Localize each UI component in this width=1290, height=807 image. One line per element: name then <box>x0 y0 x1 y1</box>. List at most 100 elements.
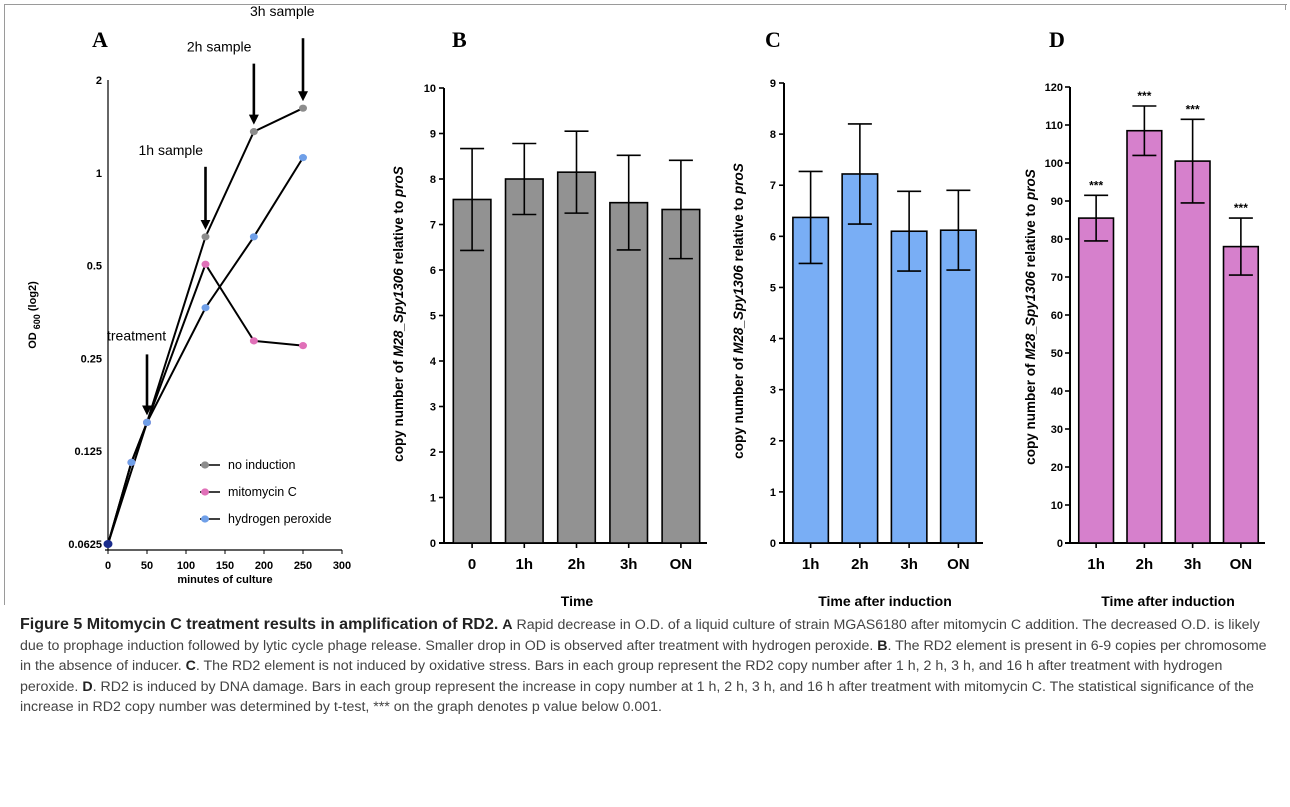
caption-text-b: . The RD2 element is present in 6-9 copi… <box>20 637 1267 675</box>
a-data-point <box>249 337 258 345</box>
d-x-tick-label: 1h <box>1087 556 1105 573</box>
a-annotation-label: 2h sample <box>187 39 252 55</box>
a-data-point <box>143 418 151 427</box>
d-x-tick-label: 3h <box>1184 556 1202 573</box>
a-legend-marker <box>201 488 209 496</box>
b-y-tick-label: 3 <box>430 402 436 414</box>
c-bar <box>841 173 879 544</box>
b-bar <box>609 201 649 544</box>
b-y-tick-label: 8 <box>430 174 436 186</box>
a-data-point <box>249 233 258 241</box>
caption-key-c: C <box>185 658 196 675</box>
d-y-tick-label: 100 <box>1045 158 1063 170</box>
a-legend-marker <box>201 515 209 523</box>
d-x-tick-label: 2h <box>1136 556 1154 573</box>
b-y-tick-label: 9 <box>430 129 436 141</box>
a-data-point <box>299 342 307 350</box>
a-data-point <box>201 304 210 312</box>
caption-key-b: B <box>877 637 888 654</box>
c-x-tick-label: 3h <box>900 556 918 573</box>
c-y-tick-label: 5 <box>770 282 776 294</box>
a-x-tick-label: 250 <box>294 560 312 572</box>
d-bar <box>1126 129 1163 544</box>
c-x-axis-title: Time after induction <box>818 593 952 607</box>
b-y-tick-label: 0 <box>430 538 436 550</box>
a-y-tick-label: 0.5 <box>87 261 102 273</box>
a-legend-label: no induction <box>228 458 295 472</box>
caption-key-d: D <box>82 678 93 695</box>
d-y-tick-label: 90 <box>1051 196 1063 208</box>
d-significance-stars: *** <box>1234 201 1248 215</box>
c-y-axis-title: copy number of M28_Spy1306 relative to p… <box>731 163 746 459</box>
b-bar <box>661 208 701 544</box>
d-y-tick-label: 10 <box>1051 500 1063 512</box>
d-y-tick-label: 80 <box>1051 234 1063 246</box>
caption-key-a: A <box>502 617 513 633</box>
a-x-tick-label: 0 <box>105 560 111 572</box>
d-significance-stars: *** <box>1186 102 1200 116</box>
a-x-tick-label: 300 <box>333 560 351 572</box>
figure-frame-right-edge <box>1285 4 1286 10</box>
a-data-point <box>249 128 258 136</box>
caption-label: Figure 5 <box>20 616 83 633</box>
c-bar <box>939 229 977 544</box>
d-y-tick-label: 70 <box>1051 272 1063 284</box>
d-significance-stars: *** <box>1137 89 1151 103</box>
a-y-tick-label: 0.125 <box>74 446 102 458</box>
a-annotation-label: 3h sample <box>250 3 315 19</box>
c-x-tick-label: 1h <box>802 556 820 573</box>
a-data-point <box>299 154 307 162</box>
b-x-tick-label: 0 <box>468 556 476 573</box>
b-y-tick-label: 6 <box>430 265 436 277</box>
a-annotation-label: treatment <box>107 327 166 343</box>
caption-text-a: Rapid decrease in O.D. of a liquid cultu… <box>20 617 1260 654</box>
d-y-tick-label: 110 <box>1045 120 1063 132</box>
d-y-tick-label: 40 <box>1051 386 1063 398</box>
a-origin-point <box>103 540 113 548</box>
a-y-tick-label: 0.0625 <box>68 539 102 551</box>
c-x-tick-label: 2h <box>851 556 869 573</box>
d-y-tick-label: 20 <box>1051 462 1063 474</box>
a-y-axis-title: OD 600 (log2) <box>27 281 42 349</box>
caption-heading: Figure 5 Mitomycin C treatment results i… <box>20 616 499 633</box>
b-x-axis-title: Time <box>561 593 594 607</box>
c-bar <box>792 216 830 544</box>
a-x-tick-label: 150 <box>216 560 234 572</box>
a-legend-label: hydrogen peroxide <box>228 512 332 526</box>
c-y-tick-label: 9 <box>770 78 776 90</box>
a-x-tick-label: 200 <box>255 560 273 572</box>
d-y-axis-title: copy number of M28_Spy1306 relative to p… <box>1023 169 1038 465</box>
a-data-point <box>201 233 210 241</box>
b-y-axis-title: copy number of M28_Spy1306 relative to p… <box>391 166 406 462</box>
a-y-tick-label: 0.25 <box>81 353 102 365</box>
a-annotation-label: 1h sample <box>139 142 204 158</box>
caption-text-c: . The RD2 element is not induced by oxid… <box>20 658 1223 695</box>
b-x-tick-label: ON <box>670 556 693 573</box>
panel-letter-b: B <box>452 27 467 52</box>
d-y-tick-label: 0 <box>1057 538 1063 550</box>
a-y-tick-label: 2 <box>96 75 102 87</box>
caption-text-d: . RD2 is induced by DNA damage. Bars in … <box>20 678 1254 716</box>
a-y-tick-label: 1 <box>96 168 102 180</box>
c-y-tick-label: 1 <box>770 487 776 499</box>
d-y-tick-label: 30 <box>1051 424 1063 436</box>
d-bar <box>1222 245 1260 544</box>
a-data-point <box>299 104 307 112</box>
figure-caption: Figure 5 Mitomycin C treatment results i… <box>20 615 1270 718</box>
c-y-tick-label: 8 <box>770 129 776 141</box>
c-bar <box>890 230 928 544</box>
caption-title: Mitomycin C treatment results in amplifi… <box>86 616 494 633</box>
a-x-tick-label: 100 <box>177 560 195 572</box>
a-x-axis-title: minutes of culture <box>177 574 272 586</box>
c-y-tick-label: 4 <box>770 334 777 346</box>
d-y-tick-label: 60 <box>1051 310 1063 322</box>
a-series-line-3 <box>107 157 304 545</box>
d-x-tick-label: ON <box>1230 556 1253 573</box>
c-x-tick-label: ON <box>947 556 970 573</box>
c-y-tick-label: 0 <box>770 538 776 550</box>
a-legend-label: mitomycin C <box>228 485 297 499</box>
a-x-tick-label: 50 <box>141 560 153 572</box>
d-bar <box>1077 217 1115 544</box>
d-y-tick-label: 50 <box>1051 348 1063 360</box>
